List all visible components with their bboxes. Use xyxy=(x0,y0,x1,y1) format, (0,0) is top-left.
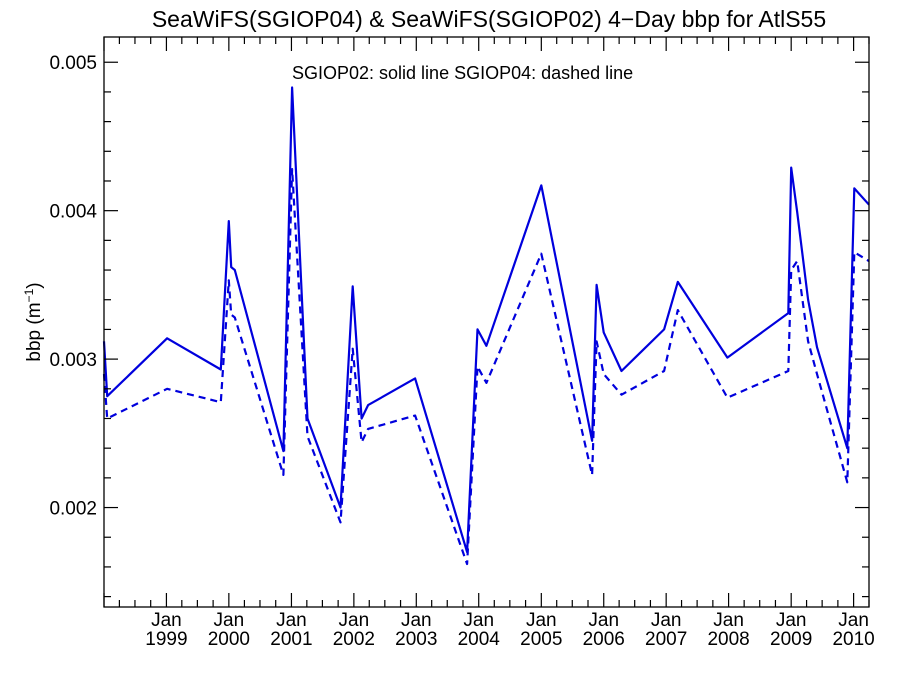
x-tick-label-month: Jan xyxy=(651,610,682,631)
x-tick-label-year: 2003 xyxy=(395,629,437,650)
x-tick-label-year: 2001 xyxy=(270,629,312,650)
x-tick-label-year: 1999 xyxy=(145,629,187,650)
x-tick-label-year: 2007 xyxy=(645,629,687,650)
chart-title: SeaWiFS(SGIOP04) & SeaWiFS(SGIOP02) 4−Da… xyxy=(152,6,826,32)
plot-frame xyxy=(103,36,870,608)
x-tick-label-year: 2008 xyxy=(707,629,749,650)
x-tick-label-month: Jan xyxy=(588,610,619,631)
series-layer xyxy=(102,86,870,566)
x-tick-label-year: 2006 xyxy=(583,629,625,650)
x-tick-label-year: 2009 xyxy=(770,629,812,650)
x-tick-label-month: Jan xyxy=(276,610,307,631)
y-axis-label-text: bbp (m xyxy=(24,302,45,361)
series-line-sgiop02 xyxy=(102,86,870,554)
x-tick-label-year: 2005 xyxy=(520,629,562,650)
x-tick-label-month: Jan xyxy=(526,610,557,631)
y-axis-label-close: ) xyxy=(24,282,45,288)
x-tick-label-month: Jan xyxy=(214,610,245,631)
series-line-sgiop04 xyxy=(102,168,870,566)
x-tick-label-month: Jan xyxy=(838,610,869,631)
y-axis-label: bbp (m−1) xyxy=(22,282,45,361)
y-tick-label: 0.005 xyxy=(49,53,97,74)
y-axis-label-superscript: −1 xyxy=(22,288,36,302)
x-tick-label-year: 2010 xyxy=(832,629,874,650)
y-tick-label: 0.004 xyxy=(49,202,97,223)
x-tick-label-year: 2004 xyxy=(458,629,501,650)
chart-annotation: SGIOP02: solid line SGIOP04: dashed line xyxy=(292,63,633,83)
x-tick-label-year: 2002 xyxy=(333,629,375,650)
y-tick-label: 0.002 xyxy=(49,499,97,520)
x-tick-label-month: Jan xyxy=(776,610,807,631)
y-axis: 0.002 0.003 0.004 0.005 xyxy=(49,53,869,598)
x-tick-label-month: Jan xyxy=(339,610,370,631)
x-tick-label-month: Jan xyxy=(151,610,182,631)
x-tick-label-year: 2000 xyxy=(208,629,250,650)
x-tick-label-month: Jan xyxy=(463,610,494,631)
x-tick-label-month: Jan xyxy=(401,610,432,631)
x-axis: Jan1999Jan2000Jan2001Jan2002Jan2003Jan20… xyxy=(103,37,875,650)
x-tick-label-month: Jan xyxy=(713,610,744,631)
y-tick-label: 0.003 xyxy=(49,350,97,371)
